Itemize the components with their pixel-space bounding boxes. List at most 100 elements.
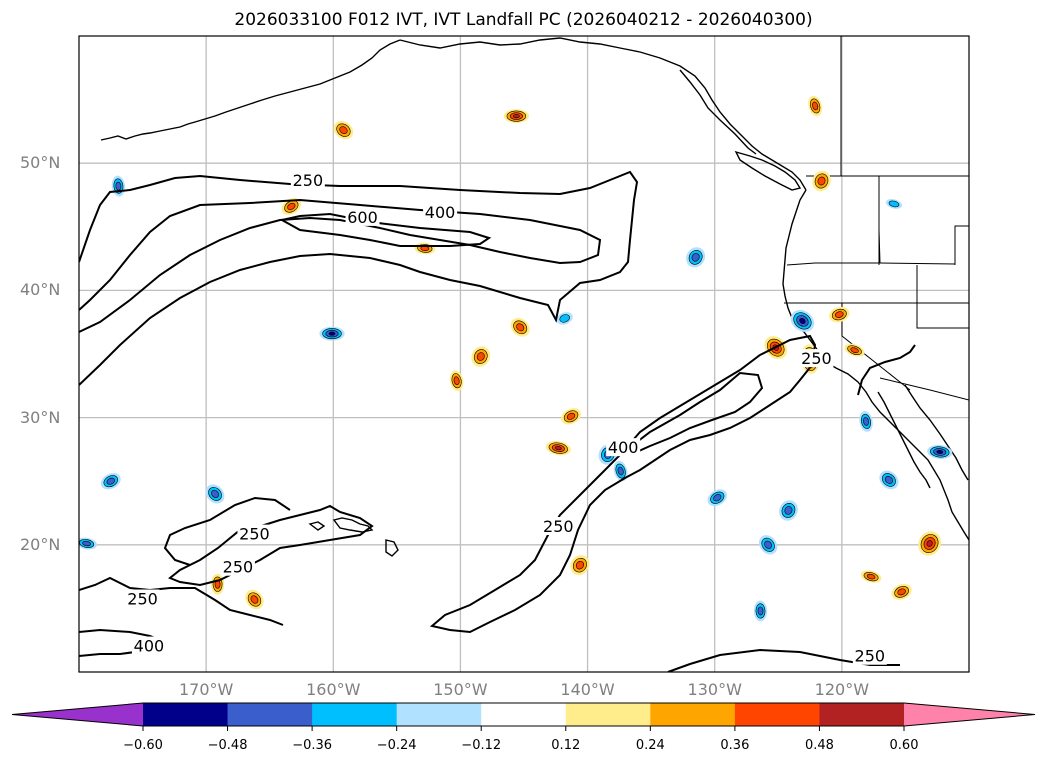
lon-label: 120°W bbox=[814, 680, 870, 699]
contour-label: 250 bbox=[127, 589, 158, 608]
contour-label-bg bbox=[345, 207, 380, 226]
colorbar-segment-5 bbox=[565, 703, 651, 726]
coastline-aleutians bbox=[100, 39, 401, 141]
positive-pc-blob-15 bbox=[860, 570, 882, 583]
colorbar-segment-4 bbox=[481, 703, 567, 726]
contour-label-bg bbox=[125, 589, 160, 608]
contour-label: 400 bbox=[134, 637, 165, 656]
border-us-mexico bbox=[879, 377, 969, 401]
negative-pc-blob-0 bbox=[319, 326, 345, 341]
positive-pc-blob-10 bbox=[545, 440, 571, 456]
ivt-contour-250-hawaii-outer bbox=[168, 504, 374, 587]
lat-label: 30°N bbox=[20, 407, 61, 427]
coastline-alaska-gulf bbox=[399, 37, 807, 191]
colorbar-segment-2 bbox=[312, 703, 398, 726]
ivt-contour-250-sw bbox=[79, 576, 284, 626]
positive-pc-blob-6 bbox=[510, 317, 530, 337]
contour-label: 600 bbox=[347, 208, 378, 227]
colorbar-extend-min bbox=[12, 703, 143, 726]
colorbar-tick-label: −0.60 bbox=[123, 738, 163, 753]
colorbar-tick-label: −0.48 bbox=[207, 738, 248, 753]
contour-label: 250 bbox=[293, 171, 324, 190]
colorbar-segment-3 bbox=[396, 703, 482, 726]
positive-pc-blob-17 bbox=[210, 573, 225, 595]
contour-label: 250 bbox=[543, 517, 574, 536]
colorbar-tick-label: −0.36 bbox=[292, 738, 333, 753]
positive-pc-blob-0 bbox=[503, 109, 530, 124]
positive-pc-blob-3 bbox=[812, 170, 831, 192]
coastline-hawaii-3 bbox=[308, 521, 326, 531]
gridlines bbox=[79, 36, 969, 672]
coastline-us-west bbox=[782, 189, 945, 491]
colorbar-tick-label: 0.48 bbox=[804, 738, 834, 753]
lat-label: 20°N bbox=[20, 534, 61, 554]
negative-pc-blob-17 bbox=[753, 600, 768, 622]
colorbar-tick-label: −0.12 bbox=[461, 738, 502, 753]
ivt-contour-250-hawaii-inner bbox=[163, 496, 291, 566]
lon-label: 150°W bbox=[433, 680, 488, 699]
negative-pc-blob-9 bbox=[100, 473, 121, 490]
ivt-contour-labels: 250 600 400 250 400 250 250 250 250 400 250 bbox=[125, 171, 887, 666]
ivt-contour-250-socal bbox=[857, 344, 916, 396]
negative-pc-blob-16 bbox=[758, 535, 778, 555]
positive-pc-blob-1 bbox=[333, 120, 354, 140]
lon-label: 160°W bbox=[306, 680, 361, 699]
colorbar bbox=[11, 702, 1036, 731]
positive-pc-blob-2 bbox=[808, 95, 823, 117]
negative-pc-blob-13 bbox=[686, 247, 706, 268]
coastline-vancouver-island bbox=[734, 150, 802, 191]
colorbar-tick-label: 0.60 bbox=[889, 738, 919, 753]
negative-pc-blob-1 bbox=[790, 309, 815, 332]
coastline-mexico bbox=[943, 489, 969, 541]
positive-pc-blob-13 bbox=[918, 531, 942, 556]
contour-label: 400 bbox=[425, 203, 456, 222]
negative-pc-blob-8 bbox=[779, 500, 798, 521]
positive-pc-blob-4 bbox=[281, 198, 302, 215]
contour-label: 250 bbox=[801, 349, 832, 368]
contour-label-bg bbox=[290, 171, 325, 190]
ivt-contour-400-south bbox=[619, 371, 764, 456]
contour-label-bg bbox=[799, 349, 834, 368]
contour-label-bg bbox=[237, 524, 272, 543]
negative-pc-blob-5 bbox=[927, 444, 953, 459]
positive-pc-blob-5 bbox=[414, 242, 436, 255]
lat-label: 40°N bbox=[20, 280, 61, 300]
contour-label: 250 bbox=[239, 525, 270, 544]
coastline-hawaii-2 bbox=[385, 539, 399, 557]
contour-label-bg bbox=[541, 516, 576, 535]
negative-pc-blob-6 bbox=[879, 470, 899, 490]
contour-label-bg bbox=[423, 202, 458, 221]
colorbar-tick-label: 0.36 bbox=[720, 738, 750, 753]
ivt-contours bbox=[79, 170, 916, 672]
contour-label-bg bbox=[220, 557, 255, 576]
contour-label: 250 bbox=[855, 647, 886, 666]
contour-label: 400 bbox=[608, 438, 639, 457]
contour-label-bg bbox=[131, 636, 166, 655]
lon-label: 140°W bbox=[560, 680, 615, 699]
colorbar-segment-7 bbox=[734, 703, 820, 726]
positive-pc-blob-7 bbox=[449, 370, 464, 392]
border-wa-or bbox=[786, 262, 956, 266]
positive-pc-blob-8 bbox=[471, 346, 491, 367]
positive-pc-blob-19 bbox=[829, 306, 850, 323]
border-wy-box bbox=[954, 225, 969, 265]
contour-label-bg bbox=[606, 438, 641, 457]
negative-pc-blob-2 bbox=[613, 460, 628, 482]
colorbar-tick-label: −0.24 bbox=[376, 738, 417, 753]
coastlines bbox=[100, 36, 969, 557]
positive-pc-blob-14 bbox=[891, 583, 912, 600]
border-nv-ut bbox=[916, 265, 969, 329]
contour-label-bg bbox=[852, 646, 887, 665]
colorbar-segment-6 bbox=[650, 703, 736, 726]
coastline-baja bbox=[877, 391, 931, 489]
positive-pc-blob-18 bbox=[570, 555, 590, 576]
negative-pc-blob-7 bbox=[859, 411, 873, 432]
chart-title: 2026033100 F012 IVT, IVT Landfall PC (20… bbox=[234, 10, 813, 30]
contour-label: 250 bbox=[223, 558, 254, 577]
negative-pc-blob-14 bbox=[556, 312, 573, 325]
colorbar-segment-0 bbox=[143, 703, 229, 726]
negative-pc-blob-4 bbox=[707, 489, 727, 507]
colorbar-extend-max bbox=[904, 703, 1035, 726]
negative-pc-blob-15 bbox=[885, 198, 903, 209]
